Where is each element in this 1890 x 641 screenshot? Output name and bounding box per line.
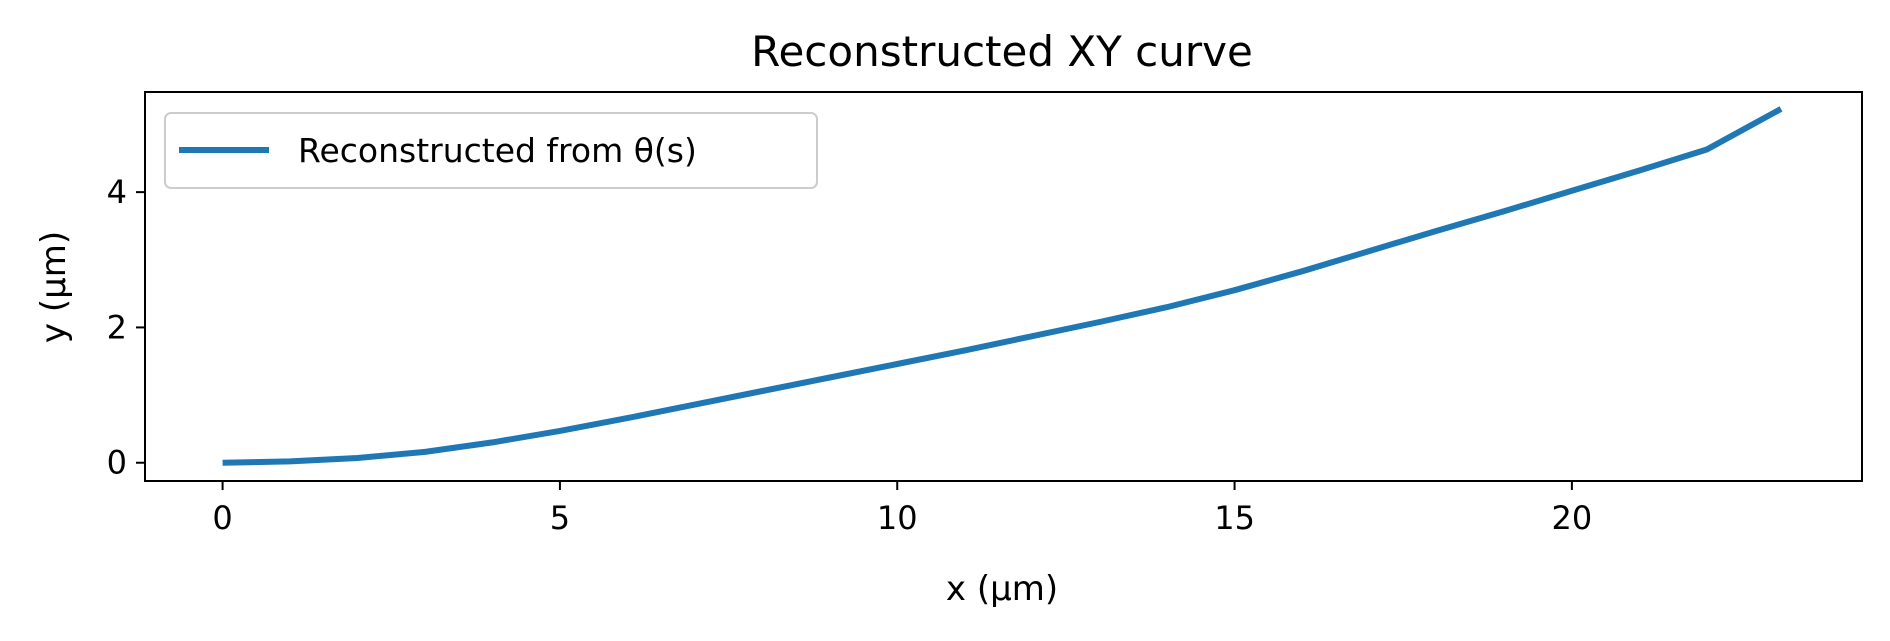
legend-box (164, 112, 818, 189)
legend-label: Reconstructed from θ(s) (298, 131, 697, 170)
chart-title: Reconstructed XY curve (751, 27, 1253, 76)
x-tick-label: 5 (550, 499, 570, 537)
y-tick-label: 0 (107, 444, 127, 482)
x-axis: 0 5 10 15 20 (212, 481, 1592, 537)
plot-area (144, 91, 1863, 482)
legend: Reconstructed from θ(s) (164, 112, 818, 189)
series-line (222, 106, 1783, 466)
x-tick-label: 15 (1214, 499, 1255, 537)
y-axis: 0 2 4 (107, 173, 145, 482)
y-tick-label: 2 (107, 308, 127, 346)
series-layer (222, 106, 1783, 466)
plot-frame (144, 91, 1863, 482)
x-axis-label: x (µm) (946, 569, 1058, 609)
x-tick-label: 0 (212, 499, 232, 537)
y-tick-label: 4 (107, 173, 127, 211)
x-tick-label: 10 (877, 499, 918, 537)
x-tick-label: 20 (1552, 499, 1593, 537)
y-axis-label: y (µm) (34, 231, 74, 343)
